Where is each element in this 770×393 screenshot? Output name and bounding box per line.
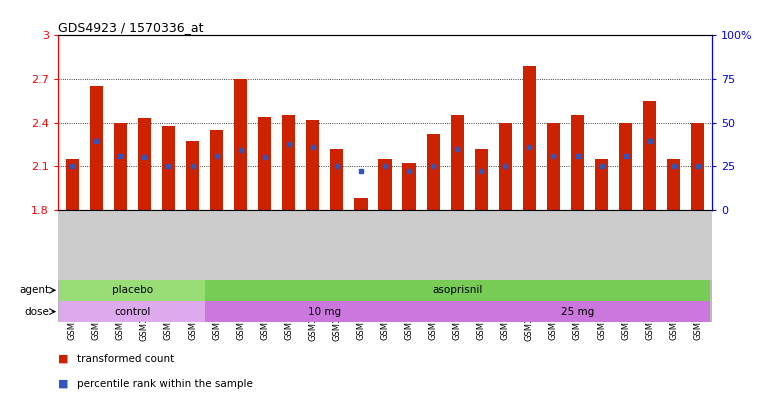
- Bar: [445, 301, 710, 322]
- Bar: [643, 101, 656, 210]
- Bar: [330, 149, 343, 210]
- Text: dose: dose: [25, 307, 49, 317]
- Bar: [138, 118, 151, 210]
- Bar: [403, 163, 416, 210]
- Bar: [427, 134, 440, 210]
- Text: 25 mg: 25 mg: [561, 307, 594, 317]
- Bar: [234, 79, 247, 210]
- Bar: [571, 115, 584, 210]
- Bar: [89, 86, 103, 210]
- Text: control: control: [114, 307, 150, 317]
- Bar: [114, 123, 127, 210]
- Text: 10 mg: 10 mg: [308, 307, 341, 317]
- Text: agent: agent: [19, 285, 49, 295]
- Bar: [378, 159, 392, 210]
- Bar: [210, 130, 223, 210]
- Bar: [65, 159, 79, 210]
- Bar: [499, 123, 512, 210]
- Text: ■: ■: [58, 379, 69, 389]
- Text: percentile rank within the sample: percentile rank within the sample: [77, 379, 253, 389]
- Bar: [450, 115, 464, 210]
- Bar: [547, 123, 560, 210]
- Bar: [282, 115, 296, 210]
- Text: GDS4923 / 1570336_at: GDS4923 / 1570336_at: [58, 21, 203, 34]
- Text: placebo: placebo: [112, 285, 153, 295]
- Bar: [474, 149, 488, 210]
- Bar: [162, 125, 175, 210]
- Bar: [60, 279, 205, 301]
- Bar: [60, 301, 205, 322]
- Bar: [619, 123, 632, 210]
- Bar: [186, 141, 199, 210]
- Bar: [205, 279, 710, 301]
- Text: transformed count: transformed count: [77, 354, 174, 364]
- Bar: [205, 301, 445, 322]
- Bar: [523, 66, 536, 210]
- Bar: [306, 120, 320, 210]
- Bar: [258, 117, 271, 210]
- Text: asoprisnil: asoprisnil: [432, 285, 482, 295]
- Bar: [595, 159, 608, 210]
- Bar: [691, 123, 705, 210]
- Text: ■: ■: [58, 354, 69, 364]
- Bar: [354, 198, 367, 210]
- Bar: [667, 159, 681, 210]
